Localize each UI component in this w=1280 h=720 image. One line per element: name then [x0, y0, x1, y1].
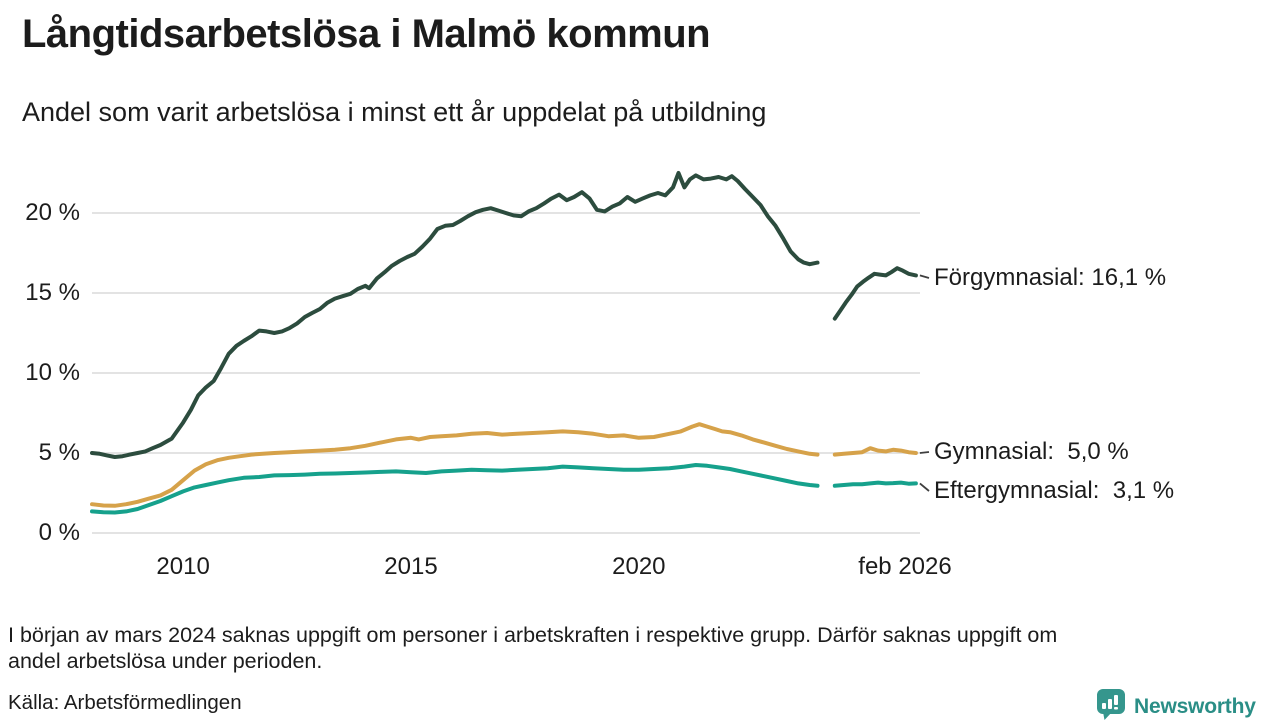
x-tick-label: 2010	[156, 553, 210, 580]
footnote-line-1: I början av mars 2024 saknas uppgift om …	[8, 623, 1058, 647]
y-tick-label: 15 %	[25, 279, 80, 306]
newsworthy-barchart-bubble-icon	[1096, 689, 1128, 720]
x-tick-label: 2020	[612, 553, 666, 580]
x-tick-label: 2015	[384, 553, 438, 580]
x-tick-label: feb 2026	[858, 553, 952, 580]
source-note: Källa: Arbetsförmedlingen	[8, 691, 242, 714]
page-subtitle: Andel som varit arbetslösa i minst ett å…	[22, 97, 767, 127]
series-label-0: Förgymnasial: 16,1 %	[934, 264, 1167, 291]
footnote: I början av mars 2024 saknas uppgift om …	[8, 622, 1057, 674]
series-label-1: Gymnasial: 5,0 %	[934, 438, 1129, 465]
brand-logo: Newsworthy	[1096, 689, 1256, 720]
page-title: Långtidsarbetslösa i Malmö kommun	[22, 12, 711, 56]
series-label-2: Eftergymnasial: 3,1 %	[934, 477, 1175, 504]
y-tick-label: 20 %	[25, 199, 80, 226]
y-tick-label: 5 %	[38, 439, 80, 466]
footnote-line-2: andel arbetslösa under perioden.	[8, 649, 323, 673]
y-tick-label: 0 %	[38, 519, 80, 546]
brand-name: Newsworthy	[1134, 695, 1256, 718]
y-tick-label: 10 %	[25, 359, 80, 386]
